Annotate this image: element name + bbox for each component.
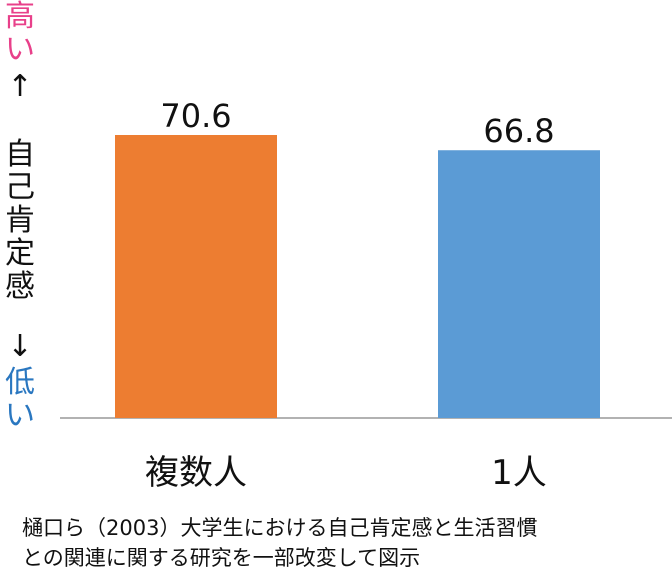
down-arrow-icon: ↓ xyxy=(7,329,33,364)
bar-2 xyxy=(438,150,600,418)
bar-1 xyxy=(115,135,277,418)
source-line-2: との関連に関する研究を一部改変して図示 xyxy=(22,546,421,570)
up-arrow-icon: ↑ xyxy=(7,69,33,104)
source-caption: 樋口ら（2003）大学生における自己肯定感と生活習慣 との関連に関する研究を一部… xyxy=(22,513,537,573)
y-axis-high-label: 高い xyxy=(5,0,35,67)
y-axis-title: 自己肯定感 xyxy=(5,137,35,304)
bar-chart: 70.6 複数人 66.8 1人 xyxy=(60,97,672,493)
category-label-1: 複数人 xyxy=(145,453,247,493)
y-axis-low-label: 低い xyxy=(5,365,35,433)
data-label-2: 66.8 xyxy=(483,112,554,150)
source-line-1: 樋口ら（2003）大学生における自己肯定感と生活習慣 xyxy=(22,516,538,540)
category-label-2: 1人 xyxy=(491,453,547,493)
data-label-1: 70.6 xyxy=(160,97,231,135)
